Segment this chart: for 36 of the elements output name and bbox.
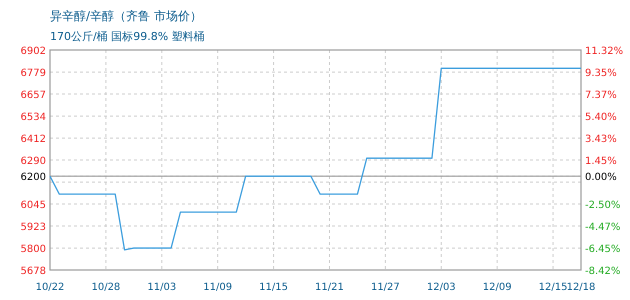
- y-tick-label: 5923: [20, 222, 46, 233]
- y2-tick-label: 5.40%: [585, 112, 617, 123]
- y2-tick-label: 1.45%: [585, 156, 617, 167]
- y-tick-label: 6045: [20, 200, 46, 212]
- x-tick-label: 12/15: [538, 282, 568, 293]
- y-tick-label: 5800: [20, 244, 46, 256]
- y2-tick-label: 11.32%: [585, 46, 624, 57]
- y2-tick-label: 7.37%: [585, 90, 617, 102]
- y-tick-label: 6779: [20, 68, 46, 80]
- x-tick-label: 11/21: [315, 282, 344, 293]
- x-tick-label: 11/09: [203, 282, 232, 293]
- y2-tick-label: 0.00%: [585, 172, 617, 184]
- y-tick-label: 5678: [20, 266, 46, 277]
- chart-title: 异辛醇/辛醇（齐鲁 市场价）: [50, 9, 202, 23]
- chart-subtitle: 170公斤/桶 国标99.8% 塑料桶: [50, 30, 205, 43]
- y2-tick-label: -8.42%: [585, 266, 620, 277]
- y2-tick-label: 3.43%: [585, 134, 617, 145]
- x-tick-label: 12/03: [426, 282, 456, 293]
- x-tick-label: 11/15: [259, 282, 288, 293]
- y-tick-label: 6412: [20, 134, 46, 146]
- y2-tick-label: -6.45%: [585, 244, 620, 256]
- x-tick-label: 10/28: [91, 282, 120, 293]
- x-tick-label: 10/22: [36, 282, 64, 293]
- y2-tick-label: -4.47%: [585, 222, 620, 233]
- y-tick-label: 6200: [20, 172, 46, 184]
- y-tick-label: 6290: [20, 156, 46, 167]
- y2-tick-label: -2.50%: [585, 200, 620, 212]
- line-series: [49, 68, 582, 251]
- y-tick-label: 6534: [20, 112, 46, 124]
- x-tick-label: 11/27: [370, 282, 400, 293]
- y-tick-label: 6657: [20, 90, 46, 102]
- x-tick-label: 12/18: [566, 282, 596, 293]
- x-tick-label: 12/09: [482, 282, 512, 293]
- y2-tick-label: 9.35%: [585, 68, 617, 79]
- y-tick-label: 6902: [20, 46, 46, 57]
- x-tick-label: 11/03: [147, 282, 176, 293]
